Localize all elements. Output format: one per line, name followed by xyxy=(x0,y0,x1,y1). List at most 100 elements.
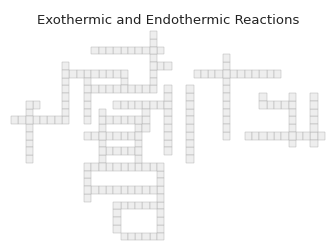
Bar xyxy=(113,225,121,233)
Bar xyxy=(84,78,91,85)
Bar xyxy=(84,85,91,93)
Bar xyxy=(164,140,172,147)
Bar xyxy=(303,132,310,140)
Bar xyxy=(128,47,135,54)
Bar xyxy=(142,116,150,124)
Bar xyxy=(310,132,318,140)
Bar xyxy=(26,147,33,155)
Bar xyxy=(98,124,106,132)
Bar xyxy=(33,101,40,109)
Bar xyxy=(186,85,194,93)
Bar xyxy=(128,101,135,109)
Bar xyxy=(157,186,164,194)
Bar xyxy=(106,70,113,78)
Bar xyxy=(186,109,194,116)
Bar xyxy=(142,233,150,240)
Bar xyxy=(164,101,172,109)
Bar xyxy=(223,78,230,85)
Bar xyxy=(310,124,318,132)
Bar xyxy=(98,186,106,194)
Bar xyxy=(186,93,194,101)
Bar xyxy=(164,62,172,70)
Bar xyxy=(128,85,135,93)
Bar xyxy=(26,109,33,116)
Bar xyxy=(128,163,135,171)
Bar xyxy=(150,85,157,93)
Bar xyxy=(142,47,150,54)
Bar xyxy=(113,147,121,155)
Bar xyxy=(121,163,128,171)
Bar xyxy=(33,116,40,124)
Bar xyxy=(289,93,296,101)
Bar xyxy=(150,54,157,62)
Bar xyxy=(26,101,33,109)
Bar xyxy=(98,116,106,124)
Bar xyxy=(157,194,164,202)
Bar xyxy=(245,70,252,78)
Bar xyxy=(259,132,266,140)
Bar xyxy=(98,109,106,116)
Bar xyxy=(289,124,296,132)
Bar xyxy=(113,47,121,54)
Bar xyxy=(113,101,121,109)
Bar xyxy=(113,70,121,78)
Bar xyxy=(223,54,230,62)
Bar xyxy=(55,116,62,124)
Bar xyxy=(135,116,142,124)
Bar xyxy=(106,186,113,194)
Bar xyxy=(113,116,121,124)
Bar xyxy=(164,116,172,124)
Bar xyxy=(106,47,113,54)
Bar xyxy=(26,116,33,124)
Bar xyxy=(310,140,318,147)
Bar xyxy=(135,85,142,93)
Bar xyxy=(121,70,128,78)
Bar xyxy=(113,202,121,209)
Bar xyxy=(215,70,223,78)
Bar xyxy=(157,233,164,240)
Bar xyxy=(128,116,135,124)
Bar xyxy=(84,132,91,140)
Bar xyxy=(62,116,70,124)
Bar xyxy=(150,31,157,39)
Bar xyxy=(281,132,289,140)
Bar xyxy=(121,116,128,124)
Bar xyxy=(310,101,318,109)
Bar xyxy=(157,225,164,233)
Bar xyxy=(62,101,70,109)
Bar xyxy=(113,85,121,93)
Bar xyxy=(157,217,164,225)
Bar xyxy=(157,171,164,178)
Bar xyxy=(62,70,70,78)
Bar xyxy=(98,132,106,140)
Bar xyxy=(121,85,128,93)
Bar xyxy=(91,132,98,140)
Bar xyxy=(223,109,230,116)
Bar xyxy=(84,109,91,116)
Bar xyxy=(142,202,150,209)
Bar xyxy=(135,140,142,147)
Text: Exothermic and Endothermic Reactions: Exothermic and Endothermic Reactions xyxy=(37,14,299,27)
Bar xyxy=(274,101,281,109)
Bar xyxy=(84,101,91,109)
Bar xyxy=(252,132,259,140)
Bar xyxy=(84,70,91,78)
Bar xyxy=(84,163,91,171)
Bar xyxy=(128,202,135,209)
Bar xyxy=(186,101,194,109)
Bar xyxy=(98,70,106,78)
Bar xyxy=(230,70,238,78)
Bar xyxy=(150,202,157,209)
Bar xyxy=(289,109,296,116)
Bar xyxy=(135,233,142,240)
Bar xyxy=(289,140,296,147)
Bar xyxy=(106,163,113,171)
Bar xyxy=(91,70,98,78)
Bar xyxy=(157,209,164,217)
Bar xyxy=(128,233,135,240)
Bar xyxy=(164,147,172,155)
Bar xyxy=(121,147,128,155)
Bar xyxy=(208,70,215,78)
Bar xyxy=(318,132,325,140)
Bar xyxy=(194,70,201,78)
